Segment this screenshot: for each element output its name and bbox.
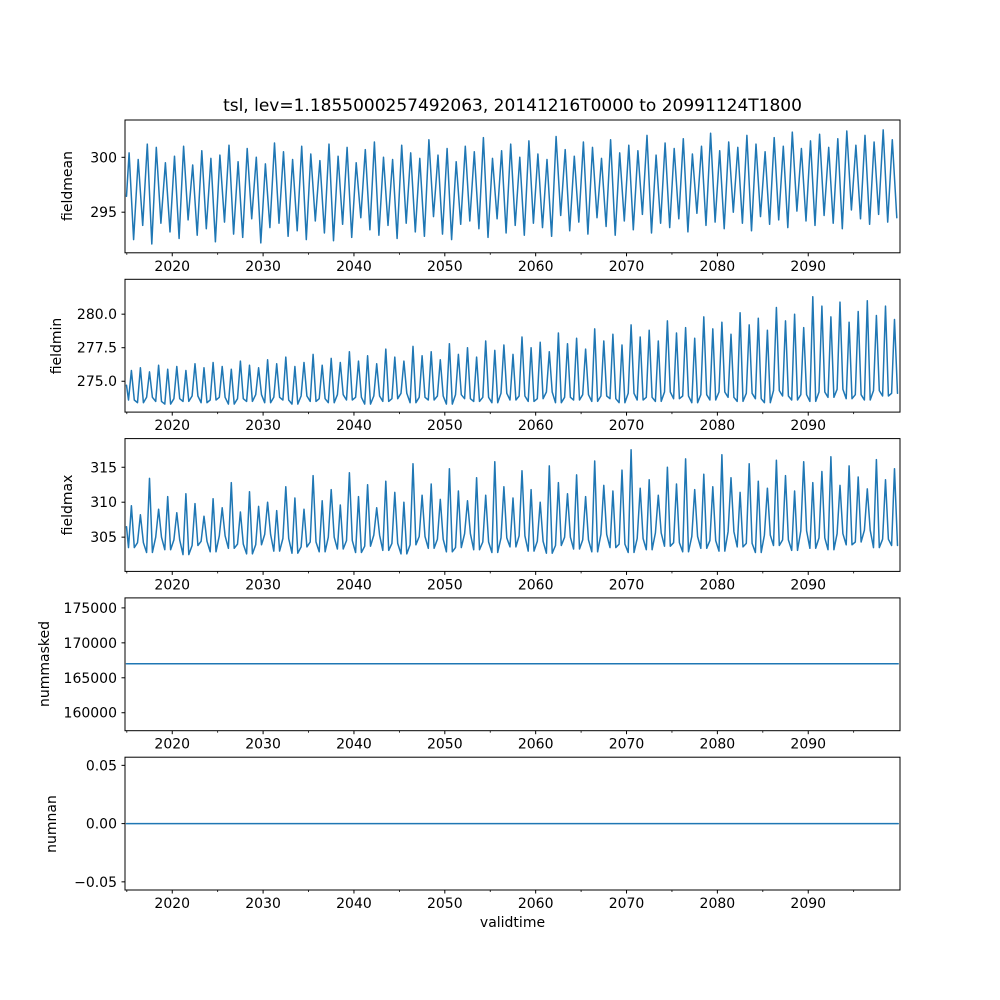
panel-fieldmean: 2020 2030 2040 2050 2060 2070 2080 2090 295 300 [90,119,901,275]
y-tick-label: 175000 [64,601,117,617]
axes-frame-fieldmax [124,438,901,572]
x-tick-label: 2080 [700,737,736,753]
x-tick-label: 2050 [427,896,463,912]
y-tick-label: −0.05 [74,875,117,891]
x-tick-label: 2060 [518,896,554,912]
y-tick-label: 165000 [64,671,117,687]
x-tick-label: 2030 [245,418,281,434]
x-tick-label: 2070 [609,577,645,593]
y-tick-label: 0.00 [86,817,117,833]
x-tick-label: 2050 [427,418,463,434]
figure-title: tsl, lev=1.1855000257492063, 20141216T00… [223,96,802,116]
x-tick-label: 2080 [700,896,736,912]
x-tick-label: 2040 [336,577,372,593]
x-tick-label: 2060 [518,577,554,593]
x-tick-label: 2030 [245,737,281,753]
y-tick-label: 310 [90,495,117,511]
panel-fieldmax: 2020 2030 2040 2050 2060 2070 2080 2090 305 310 31… [90,438,901,593]
series-line-fieldmin [125,295,899,405]
x-tick-label: 2060 [518,259,554,275]
x-tick-label: 2090 [790,896,826,912]
x-tick-label: 2020 [154,418,190,434]
y-tick-label: 277.5 [77,341,117,357]
x-tick-label: 2050 [427,259,463,275]
y-tick-label: 300 [90,150,117,166]
x-tick-label: 2030 [245,577,281,593]
y-tick-label: 275.0 [77,374,117,390]
x-tick-label: 2020 [154,259,190,275]
y-tick-label: 160000 [64,706,117,722]
x-tick-label: 2030 [245,259,281,275]
y-tick-label: 305 [90,530,117,546]
axes-frame-nummasked [124,597,901,732]
x-tick-label: 2050 [427,577,463,593]
x-tick-label: 2050 [427,737,463,753]
series-line-fieldmax [125,449,899,556]
x-tick-label: 2020 [154,896,190,912]
y-tick-label: 295 [90,205,117,221]
x-tick-label: 2080 [700,418,736,434]
series-line-fieldmean [125,129,898,245]
x-tick-label: 2070 [609,259,645,275]
x-tick-label: 2080 [700,577,736,593]
panel-fieldmin: 2020 2030 2040 2050 2060 2070 2080 2090 275.0 277… [77,278,901,434]
x-tick-label: 2040 [336,259,372,275]
y-tick-label: 170000 [64,636,117,652]
axes-frame-fieldmean [124,119,901,254]
x-tick-label: 2090 [790,577,826,593]
x-tick-label: 2070 [609,737,645,753]
x-tick-label: 2070 [609,896,645,912]
y-tick-label: 315 [90,460,117,476]
x-tick-label: 2070 [609,418,645,434]
x-tick-label: 2090 [790,259,826,275]
x-tick-label: 2090 [790,737,826,753]
axes-frame-fieldmin [124,278,901,413]
x-tick-label: 2080 [700,259,736,275]
panel-numnan: 2020 2030 2040 2050 2060 2070 2080 2090 −0.05 0.0… [74,756,901,912]
x-tick-label: 2020 [154,577,190,593]
x-tick-label: 2030 [245,896,281,912]
x-tick-label: 2040 [336,896,372,912]
x-tick-label: 2040 [336,737,372,753]
x-tick-label: 2090 [790,418,826,434]
x-tick-label: 2020 [154,737,190,753]
x-tick-label: 2060 [518,418,554,434]
y-tick-label: 280.0 [77,307,117,323]
y-tick-label: 0.05 [86,758,117,774]
x-axis-label: validtime [479,915,546,931]
panel-nummasked: 2020 2030 2040 2050 2060 2070 2080 2090 160000 16… [64,597,901,753]
x-tick-label: 2060 [518,737,554,753]
x-tick-label: 2040 [336,418,372,434]
